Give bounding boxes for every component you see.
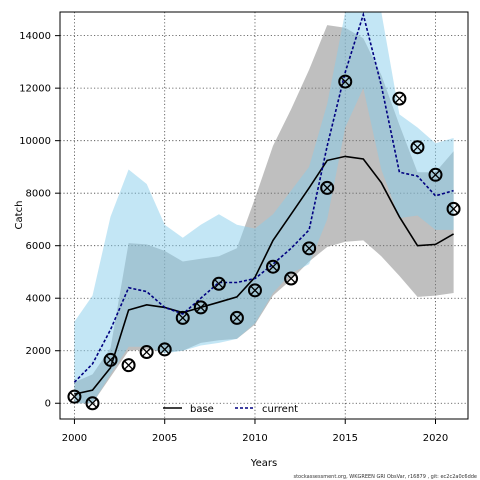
y-tick-label: 14000 [19, 31, 51, 42]
observation-point [175, 310, 190, 325]
y-tick-label: 6000 [26, 241, 51, 252]
legend: base current [163, 404, 298, 415]
line-current [73, 11, 454, 383]
observation-point [229, 310, 244, 325]
observation-point [320, 180, 335, 195]
x-tick-label: 2010 [242, 433, 267, 444]
observation-point [284, 271, 299, 286]
legend-current-label: current [262, 404, 298, 415]
observation-point [338, 74, 353, 89]
x-tick-label: 2020 [423, 433, 448, 444]
y-tick-label: 10000 [19, 136, 51, 147]
observation-point [85, 396, 100, 411]
observation-point [266, 259, 281, 274]
legend-base-label: base [190, 404, 214, 415]
observation-point [410, 140, 425, 155]
observation-point [211, 276, 226, 291]
series-lines [73, 11, 455, 395]
observation-point [302, 241, 317, 256]
footer-credit: stockassessment.org, WKGREEN GRI ObsVar,… [293, 474, 477, 480]
x-axis-title: Years [250, 458, 277, 469]
y-axis-title: Catch [14, 201, 25, 230]
plot-frame [59, 11, 469, 420]
observation-point [139, 345, 154, 360]
y-tick-label: 8000 [26, 189, 51, 200]
observation-point [247, 283, 262, 298]
x-tick-label: 2005 [152, 433, 177, 444]
observation-point [193, 300, 208, 315]
observation-point [103, 352, 118, 367]
observation-point [67, 389, 82, 404]
observation-point [392, 91, 407, 106]
observation-points [67, 74, 461, 411]
axes: 2000 2005 2010 2015 2020 0 2000 4000 6000 8000 100… [19, 31, 448, 444]
observation-point [121, 358, 136, 373]
observation-point [446, 201, 461, 216]
y-tick-label: 12000 [19, 84, 51, 95]
y-tick-label: 2000 [26, 346, 51, 357]
y-tick-label: 4000 [26, 294, 51, 305]
confidence-bands [74, 12, 454, 404]
line-base [74, 155, 455, 395]
observation-point [428, 167, 443, 182]
band-current [74, 12, 454, 404]
x-tick-label: 2000 [62, 433, 87, 444]
x-tick-label: 2015 [333, 433, 358, 444]
y-tick-label: 0 [45, 399, 51, 410]
observation-point [157, 342, 172, 357]
